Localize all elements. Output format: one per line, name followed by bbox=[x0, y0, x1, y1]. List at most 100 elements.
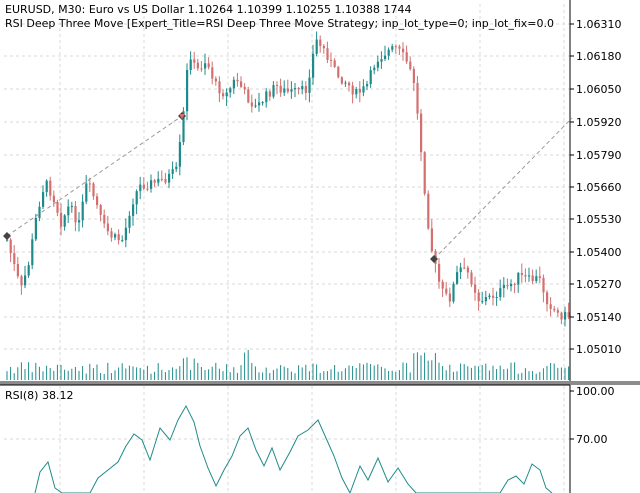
candle-body bbox=[513, 283, 516, 285]
candle-body bbox=[218, 81, 221, 94]
candle-body bbox=[355, 89, 358, 95]
candle-body bbox=[146, 188, 149, 190]
candle-body bbox=[344, 82, 347, 84]
candle-body bbox=[164, 179, 167, 183]
candle-body bbox=[423, 152, 426, 194]
candle-body bbox=[189, 59, 192, 70]
candle-body bbox=[150, 180, 153, 189]
candle-body bbox=[225, 92, 228, 97]
candle-body bbox=[499, 288, 502, 298]
volume-bars bbox=[6, 349, 570, 380]
symbol-info: EURUSD, M30: Euro vs US Dollar 1.10264 1… bbox=[5, 3, 412, 16]
price-tick: 1.05140 bbox=[576, 311, 622, 324]
candle-body bbox=[326, 48, 329, 60]
candle-body bbox=[121, 240, 124, 242]
candle-body bbox=[481, 301, 484, 303]
candle-body bbox=[438, 263, 441, 282]
candle-body bbox=[376, 61, 379, 68]
candle-body bbox=[351, 85, 354, 95]
candle-body bbox=[24, 275, 27, 286]
candle-body bbox=[81, 201, 84, 221]
trade-line bbox=[433, 117, 573, 260]
candle-body bbox=[445, 288, 448, 294]
candle-body bbox=[74, 206, 77, 223]
candle-body bbox=[286, 88, 289, 92]
candle-body bbox=[420, 113, 423, 153]
candle-body bbox=[124, 227, 127, 241]
candle-body bbox=[358, 89, 361, 93]
candle-body bbox=[380, 59, 383, 62]
candle-body bbox=[398, 46, 401, 49]
candle-body bbox=[45, 180, 48, 193]
candle-body bbox=[117, 234, 120, 241]
candle-body bbox=[294, 88, 297, 90]
candle-body bbox=[391, 46, 394, 50]
price-tick: 1.05530 bbox=[576, 213, 622, 226]
candle-body bbox=[362, 86, 365, 93]
candle-body bbox=[182, 111, 185, 143]
candle-body bbox=[135, 191, 138, 205]
candle-body bbox=[99, 205, 102, 215]
candle-body bbox=[290, 89, 293, 92]
candle-body bbox=[193, 59, 196, 63]
candle-body bbox=[308, 77, 311, 93]
candle-body bbox=[38, 206, 41, 219]
candle-body bbox=[531, 275, 534, 282]
candle-body bbox=[567, 312, 570, 318]
candle-body bbox=[160, 178, 163, 180]
candle-body bbox=[27, 265, 30, 276]
candle-body bbox=[196, 62, 199, 69]
candle-body bbox=[456, 272, 459, 284]
candle-body bbox=[474, 284, 477, 293]
candle-body bbox=[528, 275, 531, 277]
candle-body bbox=[132, 204, 135, 216]
rsi-tick: 70.00 bbox=[576, 433, 608, 446]
candle-body bbox=[477, 292, 480, 302]
candle-body bbox=[110, 231, 113, 238]
expert-info: RSI Deep Three Move [Expert_Title=RSI De… bbox=[5, 17, 555, 30]
candle-body bbox=[297, 88, 300, 90]
candle-body bbox=[553, 308, 556, 311]
candle-body bbox=[243, 86, 246, 90]
price-candles bbox=[6, 31, 570, 327]
candle-body bbox=[171, 169, 174, 174]
candle-body bbox=[96, 196, 99, 206]
candle-body bbox=[78, 220, 81, 223]
price-tick: 1.05010 bbox=[576, 343, 622, 356]
candle-body bbox=[452, 283, 455, 302]
candle-body bbox=[535, 276, 538, 282]
candle-body bbox=[178, 142, 181, 167]
candle-body bbox=[337, 66, 340, 78]
candle-body bbox=[13, 253, 16, 265]
trade-marker bbox=[3, 232, 11, 240]
candle-body bbox=[211, 67, 214, 79]
trade-marker bbox=[179, 114, 185, 119]
candle-body bbox=[175, 166, 178, 170]
candle-body bbox=[236, 79, 239, 82]
candle-body bbox=[564, 312, 567, 320]
candle-body bbox=[301, 86, 304, 90]
candle-body bbox=[448, 293, 451, 302]
trade-marker bbox=[430, 255, 438, 263]
candle-body bbox=[394, 46, 397, 48]
trade-lines bbox=[3, 112, 573, 263]
candle-body bbox=[369, 70, 372, 85]
candle-body bbox=[60, 212, 63, 227]
candle-body bbox=[538, 276, 541, 278]
candle-body bbox=[272, 85, 275, 97]
candle-body bbox=[502, 285, 505, 289]
candle-body bbox=[546, 292, 549, 305]
candle-body bbox=[49, 180, 52, 196]
candle-body bbox=[405, 52, 408, 62]
candle-body bbox=[387, 49, 390, 56]
candle-body bbox=[283, 88, 286, 93]
price-tick: 1.05270 bbox=[576, 278, 622, 291]
candle-body bbox=[92, 183, 95, 197]
candle-body bbox=[6, 239, 9, 241]
price-tick: 1.06310 bbox=[576, 18, 622, 31]
candle-body bbox=[240, 81, 243, 87]
candle-body bbox=[495, 297, 498, 299]
rsi-title: RSI(8) 38.12 bbox=[5, 389, 74, 402]
